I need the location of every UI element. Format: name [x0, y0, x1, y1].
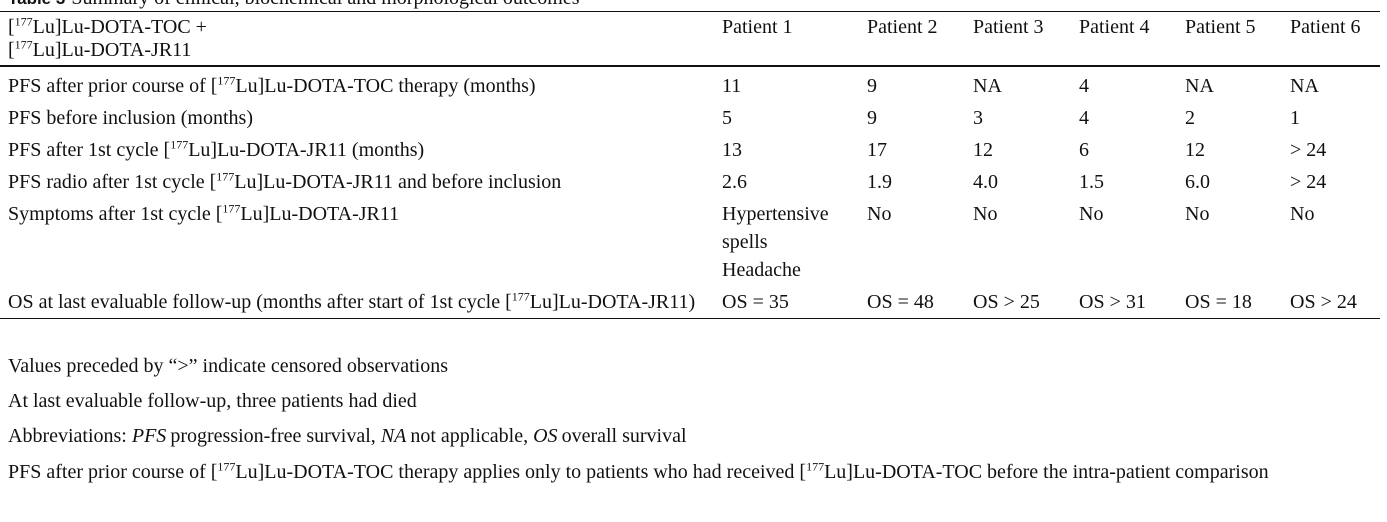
value-cell: Hypertensive spells Headache	[722, 198, 867, 286]
table-row: OS at last evaluable follow-up (months a…	[0, 286, 1380, 319]
value-cell: 2.6	[722, 171, 747, 193]
value-cell: OS > 24	[1290, 291, 1357, 313]
value-cell: 4	[1079, 107, 1089, 129]
abbreviation: NA	[380, 425, 407, 447]
abbreviation-meaning: progression-free survival,	[170, 425, 376, 447]
value-cell: 11	[722, 75, 742, 97]
value-cell: NA	[1185, 75, 1214, 97]
note-abbreviations: Abbreviations: PFS progression-free survi…	[8, 422, 1378, 450]
value-cell: 6.0	[1185, 171, 1210, 193]
value-cell: 13	[722, 139, 742, 161]
value-cell: 17	[867, 139, 887, 161]
value-cell: 4.0	[973, 171, 998, 193]
header-cell: Patient 3	[973, 11, 1079, 67]
caption-title: Summary of clinical, biochemical and mor…	[71, 0, 579, 9]
abbreviation-meaning: overall survival	[561, 425, 687, 447]
value-cell: No	[973, 203, 998, 225]
table-caption: Table 3 Summary of clinical, biochemical …	[8, 0, 580, 10]
header-cell: Patient 6	[1290, 11, 1380, 67]
value-cell: No	[1079, 203, 1104, 225]
value-cell: 1.5	[1079, 171, 1104, 193]
note-pfs: PFS after prior course of [177Lu]Lu-DOTA…	[8, 459, 1269, 483]
header-cell: Patient 4	[1079, 11, 1185, 67]
value-cell: No	[867, 203, 892, 225]
value-cell: NA	[1290, 75, 1319, 97]
header-cell: Patient 5	[1185, 11, 1290, 67]
cell-line: Hypertensive spells	[722, 203, 829, 253]
cell-line: [177Lu]Lu-DOTA-TOC +	[8, 14, 207, 38]
value-cell: > 24	[1290, 139, 1327, 161]
row-label: PFS before inclusion (months)	[8, 107, 253, 129]
header-cell: [177Lu]Lu-DOTA-TOC + [177Lu]Lu-DOTA-JR11	[0, 11, 722, 67]
cell-line: Headache	[722, 259, 801, 281]
note-deaths: At last evaluable follow-up, three patie…	[8, 390, 417, 412]
value-cell: 12	[973, 139, 993, 161]
row-label: PFS after 1st cycle [177Lu]Lu-DOTA-JR11 …	[8, 137, 425, 161]
table-row: PFS after 1st cycle [177Lu]Lu-DOTA-JR11 …	[0, 134, 1380, 166]
value-cell: 4	[1079, 75, 1089, 97]
row-label: OS at last evaluable follow-up (months a…	[8, 289, 696, 313]
value-cell: 2	[1185, 107, 1195, 129]
abbreviation: OS	[533, 425, 558, 447]
value-cell: 5	[722, 107, 732, 129]
value-cell: OS = 35	[722, 291, 789, 313]
value-cell: > 24	[1290, 171, 1327, 193]
value-cell: OS > 31	[1079, 291, 1146, 313]
table-row: PFS radio after 1st cycle [177Lu]Lu-DOTA…	[0, 166, 1380, 198]
value-cell: No	[1185, 203, 1210, 225]
value-cell: OS > 25	[973, 291, 1040, 313]
header-row: [177Lu]Lu-DOTA-TOC + [177Lu]Lu-DOTA-JR11 P…	[0, 11, 1380, 67]
table-row: Symptoms after 1st cycle [177Lu]Lu-DOTA-…	[0, 198, 1380, 286]
value-cell: 9	[867, 107, 877, 129]
value-cell: 1.9	[867, 171, 892, 193]
abbreviations-label: Abbreviations:	[8, 425, 127, 447]
abbreviation: PFS	[131, 425, 167, 447]
table-row: PFS before inclusion (months) 5 9 3 4 2 1	[0, 102, 1380, 134]
row-label: PFS radio after 1st cycle [177Lu]Lu-DOTA…	[8, 169, 562, 193]
value-cell: 6	[1079, 139, 1089, 161]
value-cell: 9	[867, 75, 877, 97]
header-cell: Patient 2	[867, 11, 973, 67]
row-label: Symptoms after 1st cycle [177Lu]Lu-DOTA-…	[8, 201, 400, 225]
cell-line: [177Lu]Lu-DOTA-JR11	[8, 37, 192, 61]
value-cell: 1	[1290, 107, 1300, 129]
row-label: PFS after prior course of [177Lu]Lu-DOTA…	[8, 73, 536, 97]
value-cell: No	[1290, 203, 1315, 225]
table-row: PFS after prior course of [177Lu]Lu-DOTA…	[0, 66, 1380, 102]
outcomes-table: [177Lu]Lu-DOTA-TOC + [177Lu]Lu-DOTA-JR11 P…	[0, 11, 1380, 319]
value-cell: 12	[1185, 139, 1205, 161]
value-cell: 3	[973, 107, 983, 129]
abbreviation-meaning: not applicable,	[410, 425, 529, 447]
value-cell: OS = 18	[1185, 291, 1252, 313]
value-cell: NA	[973, 75, 1002, 97]
header-cell: Patient 1	[722, 11, 867, 67]
value-cell: OS = 48	[867, 291, 934, 313]
note-censored: Values preceded by “>” indicate censored…	[8, 355, 448, 377]
caption-label: Table 3	[8, 0, 65, 8]
